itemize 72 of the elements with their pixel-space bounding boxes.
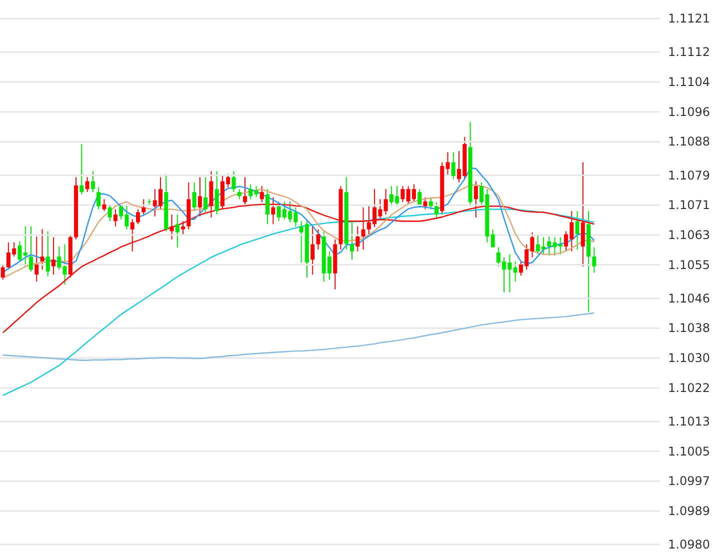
candlestick bbox=[260, 186, 264, 203]
candlestick bbox=[400, 186, 405, 203]
candlestick bbox=[52, 236, 56, 276]
candlestick bbox=[242, 176, 247, 207]
y-tick-label: 1.1005 bbox=[668, 444, 710, 458]
y-tick-label: 1.1055 bbox=[668, 258, 710, 272]
candlestick bbox=[96, 186, 101, 210]
candlestick bbox=[90, 170, 95, 193]
candlestick bbox=[23, 226, 28, 267]
candlestick bbox=[592, 246, 596, 274]
candlestick bbox=[204, 176, 208, 213]
candlestick bbox=[0, 265, 5, 280]
candlestick bbox=[271, 196, 276, 225]
y-tick-label: 1.1013 bbox=[668, 414, 710, 428]
candlestick bbox=[136, 208, 140, 225]
candlestick bbox=[575, 210, 580, 250]
candlestick bbox=[350, 222, 354, 260]
candlestick bbox=[130, 218, 134, 252]
candlestick bbox=[266, 188, 270, 225]
candlestick bbox=[102, 198, 106, 212]
y-tick-label: 1.1022 bbox=[668, 380, 710, 395]
candlestick bbox=[361, 206, 366, 250]
line-series bbox=[2, 184, 595, 279]
y-tick-label: 1.1104 bbox=[668, 75, 710, 90]
candlestick bbox=[446, 152, 450, 177]
y-tick-label: 1.1030 bbox=[668, 351, 710, 366]
candlestick bbox=[192, 182, 196, 212]
candlestick bbox=[80, 143, 84, 195]
candlestick bbox=[170, 214, 174, 240]
y-tick-label: 1.0997 bbox=[668, 474, 710, 488]
candlestick bbox=[181, 220, 186, 235]
candlestick bbox=[434, 202, 438, 220]
candlestick bbox=[384, 188, 388, 215]
candlestick bbox=[237, 188, 242, 200]
y-tick-label: 1.0989 bbox=[668, 504, 710, 518]
y-tick-label: 1.0980 bbox=[668, 538, 710, 552]
candlestick bbox=[513, 260, 518, 282]
candlestick bbox=[423, 196, 428, 210]
y-tick-label: 1.1121 bbox=[668, 12, 710, 26]
candlestick bbox=[232, 170, 236, 193]
y-tick-label: 1.1071 bbox=[668, 198, 710, 212]
candlestick bbox=[490, 228, 495, 248]
candlestick bbox=[28, 226, 33, 272]
candlestick bbox=[40, 228, 44, 270]
candlestick bbox=[547, 236, 552, 256]
candlestick bbox=[254, 186, 258, 198]
y-tick-label: 1.1112 bbox=[668, 45, 710, 60]
y-tick-label: 1.1038 bbox=[668, 321, 710, 336]
candlestick bbox=[113, 208, 118, 227]
candlestick bbox=[474, 180, 478, 218]
y-tick-label: 1.1096 bbox=[668, 104, 710, 119]
candlestick bbox=[198, 176, 202, 217]
candlestick bbox=[310, 226, 315, 276]
candlestick bbox=[18, 240, 22, 262]
candlestick bbox=[248, 184, 253, 200]
candlestick bbox=[108, 204, 112, 222]
candlestick bbox=[46, 230, 50, 277]
candlestick bbox=[175, 214, 180, 248]
y-tick-label: 1.1046 bbox=[668, 291, 710, 306]
y-tick-label: 1.1079 bbox=[668, 168, 710, 182]
y-tick-label: 1.1063 bbox=[668, 228, 710, 242]
y-tick-label: 1.1088 bbox=[668, 134, 710, 149]
candlestick bbox=[214, 170, 219, 215]
candlestick bbox=[34, 236, 39, 282]
candlestick bbox=[57, 246, 62, 270]
candlestick bbox=[142, 198, 146, 215]
candlestick bbox=[356, 226, 360, 252]
candlestick bbox=[316, 228, 320, 250]
candlestick bbox=[85, 176, 90, 193]
candlestick bbox=[451, 152, 456, 180]
candlestick bbox=[62, 244, 67, 286]
line-series bbox=[2, 312, 595, 361]
